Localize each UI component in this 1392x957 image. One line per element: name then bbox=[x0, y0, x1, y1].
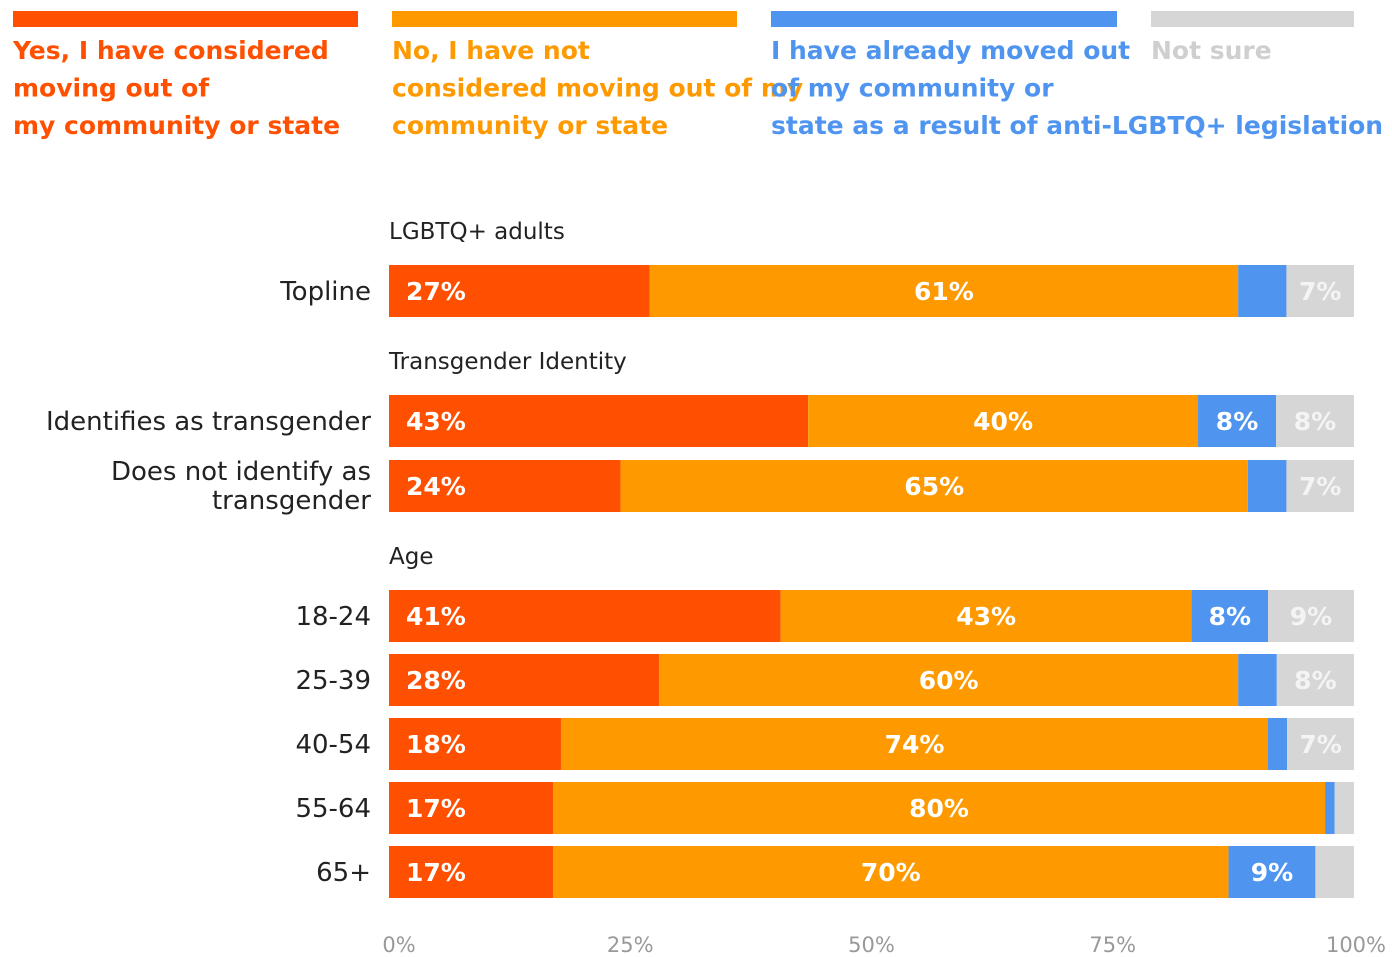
x-tick-label-1: 25% bbox=[607, 933, 654, 957]
data-label-2-2-1: 74% bbox=[885, 730, 945, 759]
data-label-2-0-2: 8% bbox=[1209, 602, 1251, 631]
row-label-2-0: 18-24 bbox=[295, 602, 371, 632]
data-label-2-4-1: 70% bbox=[861, 858, 921, 887]
bar-segment-2-4-3 bbox=[1315, 846, 1354, 898]
data-label-2-4-0: 17% bbox=[406, 858, 466, 887]
data-label-1-1-1: 65% bbox=[904, 472, 964, 501]
bar-segment-0-0-2 bbox=[1238, 265, 1287, 317]
data-label-2-1-1: 60% bbox=[919, 666, 979, 695]
data-label-2-3-0: 17% bbox=[406, 794, 466, 823]
bar-segment-1-0-1 bbox=[808, 395, 1199, 447]
bar-segment-0-0-1 bbox=[649, 265, 1239, 317]
row-label-0-0: Topline bbox=[279, 277, 371, 307]
bar-segment-1-1-3 bbox=[1286, 460, 1354, 512]
data-label-1-1-3: 7% bbox=[1299, 472, 1341, 501]
row-label-2-2: 40-54 bbox=[295, 730, 371, 760]
row-label-2-4: 65+ bbox=[316, 858, 371, 888]
legend-label-4: Not sure bbox=[1151, 36, 1272, 65]
data-label-2-0-0: 41% bbox=[406, 602, 466, 631]
legend-label-3: I have already moved out of my community … bbox=[771, 36, 1383, 140]
bar-segment-2-2-2 bbox=[1268, 718, 1288, 770]
data-label-2-4-2: 9% bbox=[1251, 858, 1293, 887]
bar-segment-2-1-2 bbox=[1238, 654, 1277, 706]
bar-segment-2-2-1 bbox=[560, 718, 1269, 770]
bar-segment-2-4-1 bbox=[553, 846, 1229, 898]
data-label-0-0-1: 61% bbox=[914, 277, 974, 306]
bar-segment-2-0-1 bbox=[780, 590, 1192, 642]
bar-segment-2-1-1 bbox=[659, 654, 1239, 706]
data-label-1-0-0: 43% bbox=[406, 407, 466, 436]
x-tick-label-0: 0% bbox=[382, 933, 415, 957]
data-label-1-1-0: 24% bbox=[406, 472, 466, 501]
row-label-1-1: Does not identify as transgender bbox=[111, 457, 371, 516]
bar-segment-2-2-0 bbox=[389, 718, 561, 770]
bar-segment-2-3-0 bbox=[389, 782, 554, 834]
data-label-1-0-2: 8% bbox=[1216, 407, 1258, 436]
x-tick-label-3: 75% bbox=[1089, 933, 1136, 957]
data-label-2-2-3: 7% bbox=[1299, 730, 1341, 759]
data-label-0-0-3: 7% bbox=[1299, 277, 1341, 306]
bar-segment-2-0-3 bbox=[1268, 590, 1354, 642]
bar-segment-2-1-3 bbox=[1276, 654, 1354, 706]
bar-segment-1-1-2 bbox=[1247, 460, 1287, 512]
legend-label-2: No, I have not considered moving out of m… bbox=[392, 36, 803, 140]
bar-segment-2-4-0 bbox=[389, 846, 554, 898]
legend-swatch-2 bbox=[392, 11, 737, 27]
group-title-2: Transgender Identity bbox=[388, 349, 627, 375]
data-label-2-0-3: 9% bbox=[1290, 602, 1332, 631]
legend-label-1: Yes, I have considered moving out of my co… bbox=[12, 36, 340, 140]
legend-swatch-3 bbox=[771, 11, 1117, 27]
bar-segment-1-0-3 bbox=[1276, 395, 1354, 447]
x-tick-label-4: 100% bbox=[1326, 933, 1386, 957]
bar-segment-1-1-0 bbox=[389, 460, 621, 512]
bar-segment-2-2-3 bbox=[1287, 718, 1354, 770]
data-label-2-0-1: 43% bbox=[956, 602, 1016, 631]
data-label-2-1-3: 8% bbox=[1294, 666, 1336, 695]
bar-segment-0-0-3 bbox=[1286, 265, 1354, 317]
data-label-2-2-0: 18% bbox=[406, 730, 466, 759]
bar-segment-2-3-1 bbox=[553, 782, 1326, 834]
row-label-2-3: 55-64 bbox=[295, 794, 371, 824]
group-title-1: LGBTQ+ adults bbox=[389, 219, 565, 245]
data-label-2-1-0: 28% bbox=[406, 666, 466, 695]
bar-segment-0-0-0 bbox=[389, 265, 650, 317]
row-label-2-1: 25-39 bbox=[295, 666, 371, 696]
bar-segment-1-0-0 bbox=[389, 395, 809, 447]
legend-swatch-1 bbox=[13, 11, 358, 27]
bar-segment-2-0-2 bbox=[1191, 590, 1269, 642]
data-label-1-0-3: 8% bbox=[1294, 407, 1336, 436]
data-label-2-3-1: 80% bbox=[909, 794, 969, 823]
bar-segment-2-3-2 bbox=[1325, 782, 1335, 834]
group-title-3: Age bbox=[389, 544, 433, 570]
legend-swatch-4 bbox=[1151, 11, 1354, 27]
bar-segment-2-1-0 bbox=[389, 654, 660, 706]
x-tick-label-2: 50% bbox=[848, 933, 895, 957]
bar-segment-2-4-2 bbox=[1228, 846, 1316, 898]
row-label-1-0: Identifies as transgender bbox=[46, 407, 371, 437]
bar-segment-2-3-3 bbox=[1334, 782, 1354, 834]
bar-segment-1-0-2 bbox=[1198, 395, 1277, 447]
bar-segment-2-0-0 bbox=[389, 590, 781, 642]
data-label-1-0-1: 40% bbox=[973, 407, 1033, 436]
data-label-0-0-0: 27% bbox=[406, 277, 466, 306]
bar-segment-1-1-1 bbox=[620, 460, 1248, 512]
